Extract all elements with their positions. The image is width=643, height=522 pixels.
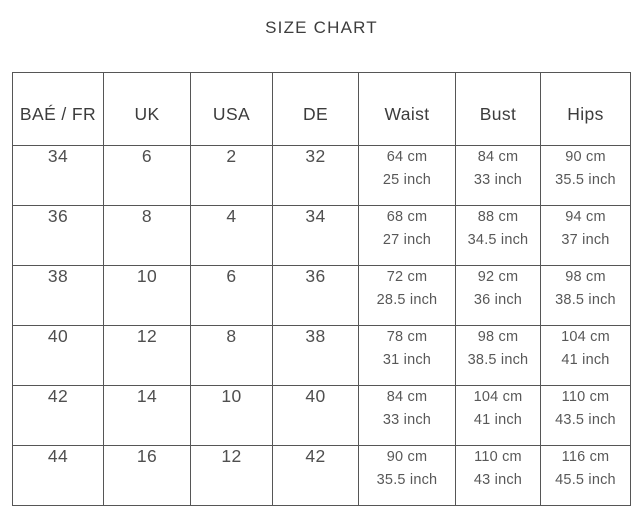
table-cell: 6 bbox=[103, 145, 191, 206]
table-cell: 12 bbox=[103, 325, 191, 386]
measurement-line: 84 cm bbox=[477, 149, 519, 165]
table-cell: 78 cm 31 inch bbox=[358, 325, 456, 386]
measurement-line: 37 inch bbox=[561, 232, 610, 248]
column-header-usa: USA bbox=[190, 72, 273, 146]
table-cell: 36 bbox=[12, 205, 104, 266]
measurement-line: 104 cm bbox=[561, 329, 610, 345]
measurement-line: 35.5 inch bbox=[376, 472, 438, 488]
measurement-line: 25 inch bbox=[382, 172, 432, 188]
table-cell: 10 bbox=[103, 265, 191, 326]
measurement-line: 41 inch bbox=[561, 352, 610, 368]
table-cell: 32 bbox=[272, 145, 359, 206]
table-row: 44 16 12 42 90 cm 35.5 inch 110 cm 43 inch 116 c… bbox=[12, 445, 631, 506]
table-cell: 110 cm 43.5 inch bbox=[540, 385, 631, 446]
table-cell: 2 bbox=[190, 145, 273, 206]
measurement-line: 90 cm bbox=[565, 149, 606, 165]
column-header-uk: UK bbox=[103, 72, 191, 146]
measurement-line: 98 cm bbox=[565, 269, 606, 285]
measurement-line: 68 cm bbox=[386, 209, 428, 225]
measurement-line: 38.5 inch bbox=[555, 292, 616, 308]
table-cell: 90 cm 35.5 inch bbox=[540, 145, 631, 206]
measurement-line: 34.5 inch bbox=[467, 232, 529, 248]
table-cell: 84 cm 33 inch bbox=[455, 145, 541, 206]
table-cell: 42 bbox=[272, 445, 359, 506]
measurement-line: 104 cm bbox=[473, 389, 523, 405]
measurement-line: 116 cm bbox=[561, 449, 610, 465]
measurement-line: 33 inch bbox=[473, 172, 523, 188]
measurement-line: 72 cm bbox=[386, 269, 428, 285]
page-title: SIZE CHART bbox=[265, 18, 378, 37]
table-cell: 104 cm 41 inch bbox=[455, 385, 541, 446]
measurement-line: 84 cm bbox=[386, 389, 428, 405]
table-cell: 4 bbox=[190, 205, 273, 266]
measurement-line: 78 cm bbox=[386, 329, 428, 345]
measurement-line: 98 cm bbox=[477, 329, 519, 345]
table-row: 42 14 10 40 84 cm 33 inch 104 cm 41 inch 110 cm 4… bbox=[12, 385, 631, 446]
measurement-line: 27 inch bbox=[382, 232, 432, 248]
table-cell: 38 bbox=[272, 325, 359, 386]
table-cell: 88 cm 34.5 inch bbox=[455, 205, 541, 266]
table-cell: 92 cm 36 inch bbox=[455, 265, 541, 326]
table-cell: 40 bbox=[272, 385, 359, 446]
table-cell: 42 bbox=[12, 385, 104, 446]
table-cell: 38 bbox=[12, 265, 104, 326]
table-cell: 90 cm 35.5 inch bbox=[358, 445, 456, 506]
measurement-line: 45.5 inch bbox=[555, 472, 616, 488]
measurement-line: 43.5 inch bbox=[555, 412, 616, 428]
measurement-line: 28.5 inch bbox=[376, 292, 438, 308]
column-header-bae-fr: BAÉ / FR bbox=[12, 72, 104, 146]
table-row: 40 12 8 38 78 cm 31 inch 98 cm 38.5 inch 104 cm 4… bbox=[12, 325, 631, 386]
table-row: 38 10 6 36 72 cm 28.5 inch 92 cm 36 inch 98 cm 38… bbox=[12, 265, 631, 326]
table-cell: 16 bbox=[103, 445, 191, 506]
table-cell: 94 cm 37 inch bbox=[540, 205, 631, 266]
table-cell: 98 cm 38.5 inch bbox=[455, 325, 541, 386]
table-body: 34 6 2 32 64 cm 25 inch 84 cm 33 inch 90 cm 35.5 … bbox=[12, 145, 631, 506]
column-header-bust: Bust bbox=[455, 72, 541, 146]
table-cell: 104 cm 41 inch bbox=[540, 325, 631, 386]
table-cell: 36 bbox=[272, 265, 359, 326]
table-cell: 10 bbox=[190, 385, 273, 446]
size-chart-table: BAÉ / FR UK USA DE Waist Bust Hips 34 6 2 3… bbox=[12, 72, 631, 506]
column-header-hips: Hips bbox=[540, 72, 631, 146]
measurement-line: 94 cm bbox=[565, 209, 606, 225]
header-row: BAÉ / FR UK USA DE Waist Bust Hips bbox=[12, 72, 631, 146]
table-cell: 84 cm 33 inch bbox=[358, 385, 456, 446]
table-cell: 44 bbox=[12, 445, 104, 506]
table-cell: 34 bbox=[272, 205, 359, 266]
table-cell: 64 cm 25 inch bbox=[358, 145, 456, 206]
table-cell: 72 cm 28.5 inch bbox=[358, 265, 456, 326]
table-cell: 68 cm 27 inch bbox=[358, 205, 456, 266]
column-header-waist: Waist bbox=[358, 72, 456, 146]
table-cell: 14 bbox=[103, 385, 191, 446]
table-cell: 6 bbox=[190, 265, 273, 326]
table-cell: 110 cm 43 inch bbox=[455, 445, 541, 506]
table-cell: 40 bbox=[12, 325, 104, 386]
measurement-line: 88 cm bbox=[477, 209, 519, 225]
table-cell: 98 cm 38.5 inch bbox=[540, 265, 631, 326]
table-row: 34 6 2 32 64 cm 25 inch 84 cm 33 inch 90 cm 35.5 … bbox=[12, 145, 631, 206]
table-cell: 12 bbox=[190, 445, 273, 506]
column-header-de: DE bbox=[272, 72, 359, 146]
measurement-line: 33 inch bbox=[382, 412, 432, 428]
table-cell: 116 cm 45.5 inch bbox=[540, 445, 631, 506]
measurement-line: 31 inch bbox=[382, 352, 432, 368]
measurement-line: 38.5 inch bbox=[467, 352, 529, 368]
measurement-line: 43 inch bbox=[473, 472, 523, 488]
measurement-line: 35.5 inch bbox=[555, 172, 616, 188]
table-cell: 8 bbox=[103, 205, 191, 266]
measurement-line: 110 cm bbox=[474, 449, 522, 465]
table-cell: 34 bbox=[12, 145, 104, 206]
table-row: 36 8 4 34 68 cm 27 inch 88 cm 34.5 inch 94 cm 37 … bbox=[12, 205, 631, 266]
measurement-line: 36 inch bbox=[473, 292, 523, 308]
table-cell: 8 bbox=[190, 325, 273, 386]
measurement-line: 90 cm bbox=[386, 449, 428, 465]
measurement-line: 41 inch bbox=[473, 412, 523, 428]
measurement-line: 110 cm bbox=[561, 389, 610, 405]
measurement-line: 92 cm bbox=[477, 269, 519, 285]
measurement-line: 64 cm bbox=[386, 149, 428, 165]
